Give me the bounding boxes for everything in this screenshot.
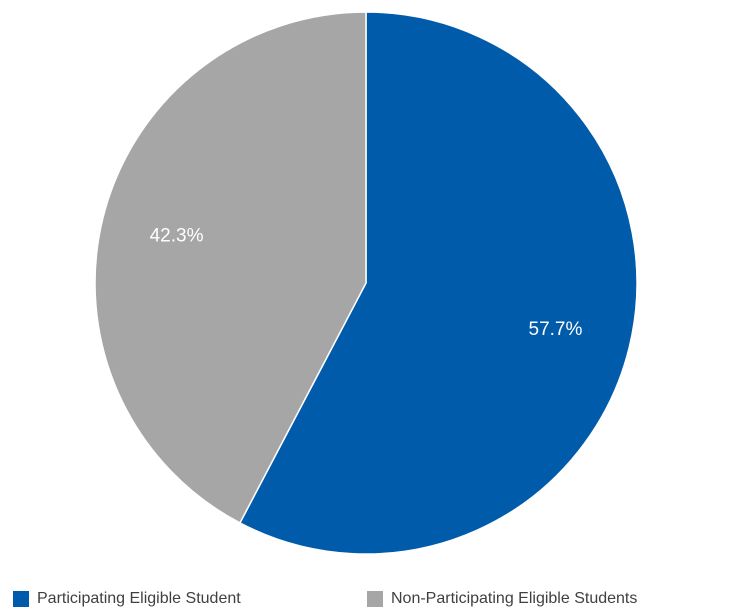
slice-value-label-1: 42.3% [150, 225, 204, 246]
legend: Participating Eligible Student Non-Partic… [13, 590, 637, 607]
legend-swatch-0 [13, 591, 29, 607]
legend-swatch-1 [367, 591, 383, 607]
pie-slices [94, 11, 638, 555]
slice-value-label-0: 57.7% [529, 319, 583, 340]
pie-slice-1 [94, 11, 367, 524]
pie-slice-labels: 57.7% 42.3% [150, 225, 583, 339]
legend-label-0: Participating Eligible Student [37, 590, 241, 607]
pie-slice-0 [238, 11, 638, 555]
legend-label-1: Non-Participating Eligible Students [391, 590, 637, 607]
